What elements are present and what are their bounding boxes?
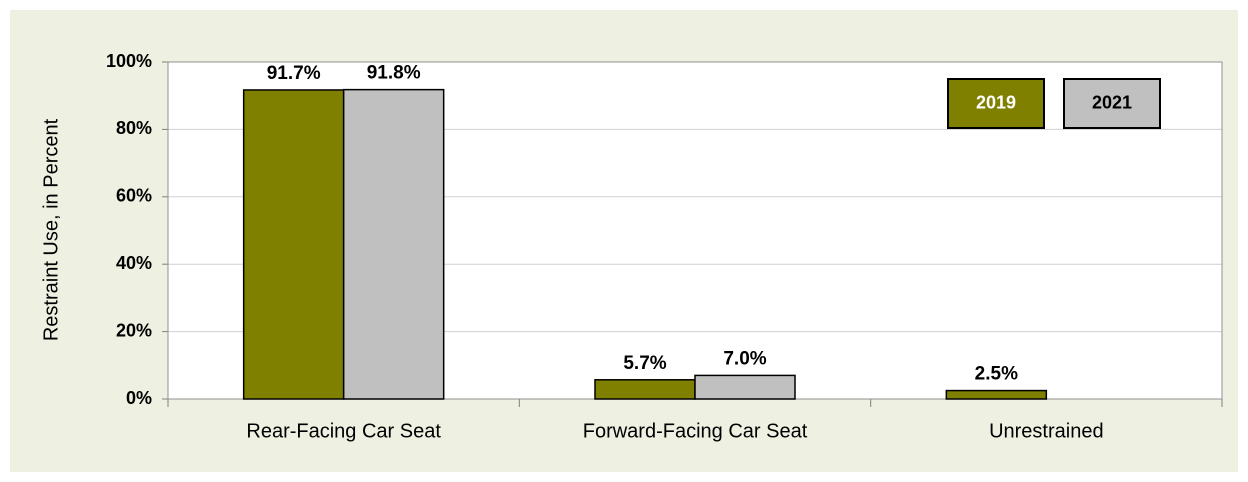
x-tick-label: Forward-Facing Car Seat <box>583 420 808 442</box>
legend-label: 2019 <box>976 92 1016 112</box>
y-tick-label: 60% <box>116 186 152 206</box>
y-axis-label: Restraint Use, in Percent <box>40 118 62 341</box>
y-tick-label: 100% <box>106 51 152 71</box>
x-tick-label: Rear-Facing Car Seat <box>246 420 441 442</box>
y-tick-label: 0% <box>126 388 152 408</box>
bar <box>594 379 696 400</box>
y-tick-label: 40% <box>116 253 152 273</box>
value-label: 91.8% <box>367 63 421 84</box>
value-label: 7.0% <box>723 348 766 369</box>
value-label: 91.7% <box>267 63 321 84</box>
value-label: 5.7% <box>623 353 666 374</box>
bar <box>694 374 796 400</box>
legend-box <box>1063 78 1161 129</box>
value-label: 2.5% <box>975 364 1018 385</box>
bar <box>242 89 345 400</box>
legend-box <box>947 78 1045 129</box>
y-tick-label: 80% <box>116 118 152 138</box>
legend-label: 2021 <box>1092 92 1132 112</box>
y-tick-label: 20% <box>116 320 152 340</box>
x-tick-label: Unrestrained <box>989 420 1104 442</box>
bar <box>342 88 445 400</box>
bar <box>945 389 1048 400</box>
